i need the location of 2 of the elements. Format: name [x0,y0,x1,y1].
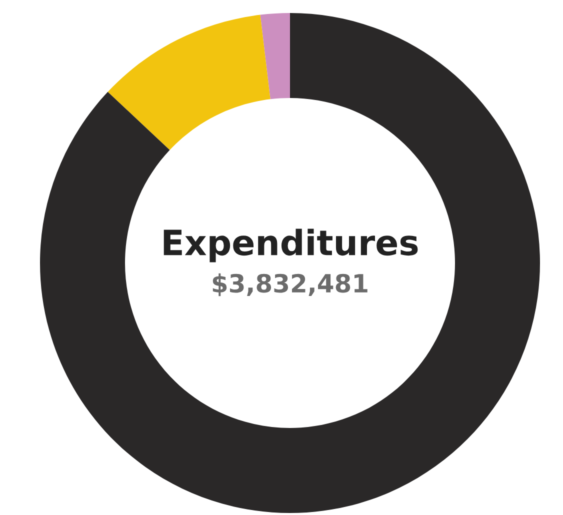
text: Expenditures [164,228,418,262]
text: $3,832,481 [212,273,368,296]
